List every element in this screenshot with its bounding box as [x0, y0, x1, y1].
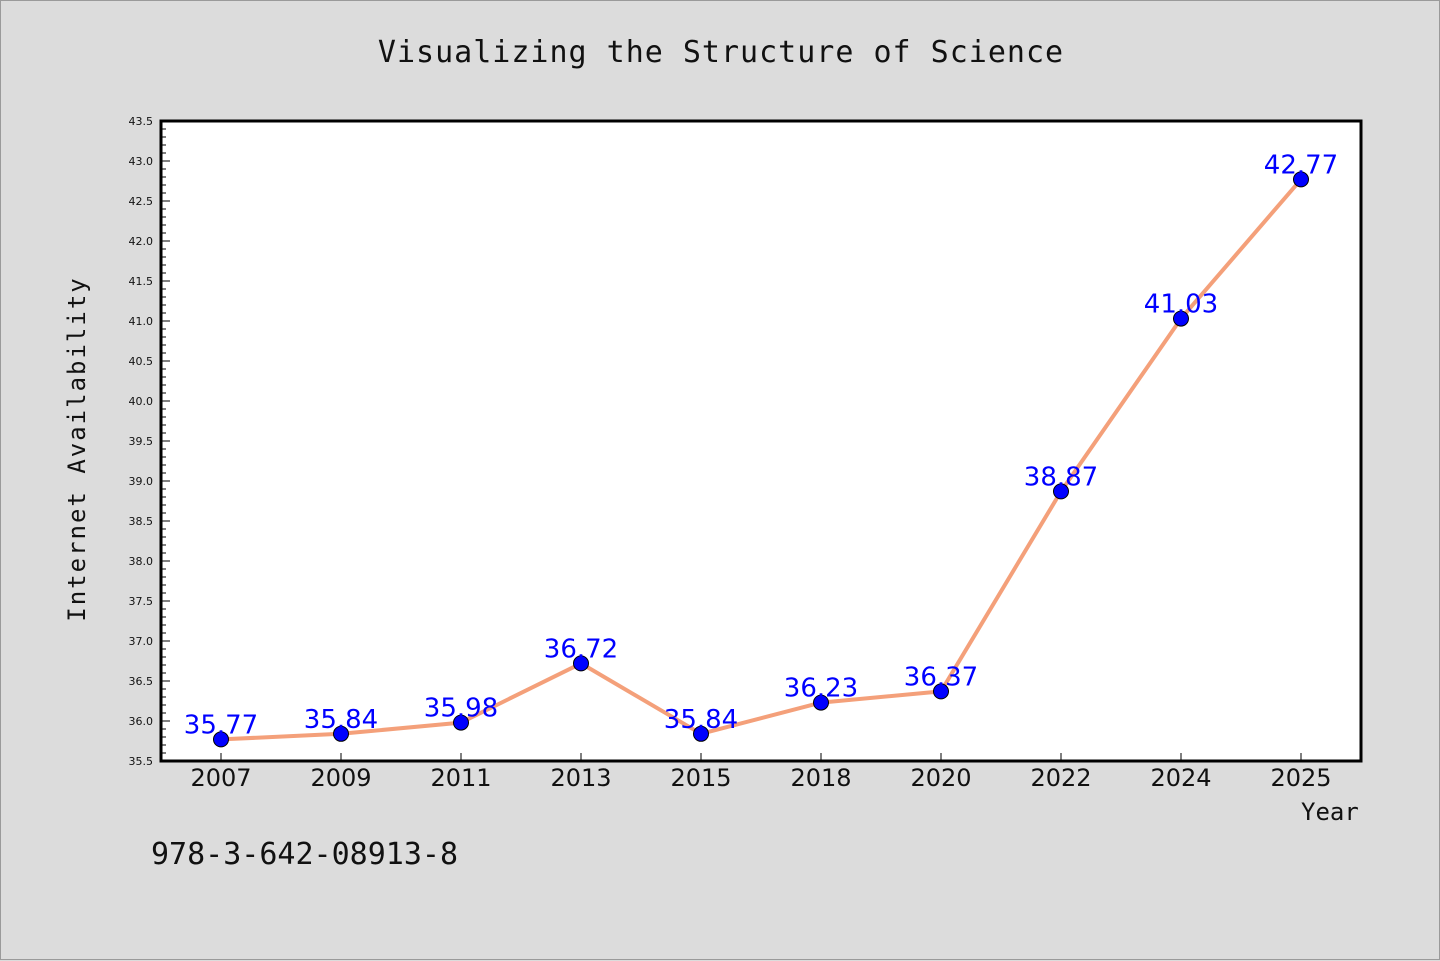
x-axis-label: Year — [1301, 798, 1359, 826]
data-label: 35.77 — [184, 710, 258, 740]
data-point — [1053, 483, 1069, 500]
y-tick-label: 43.5 — [129, 115, 154, 128]
y-tick-label: 39.0 — [129, 475, 154, 488]
data-label: 35.84 — [304, 705, 378, 735]
x-tick-label: 2022 — [1030, 764, 1091, 792]
y-tick-label: 38.5 — [129, 515, 154, 528]
y-tick-label: 37.0 — [129, 635, 154, 648]
data-point — [813, 694, 829, 711]
series-line — [219, 177, 1303, 742]
data-point — [453, 714, 469, 731]
y-tick-label: 39.5 — [129, 435, 154, 448]
y-tick-label: 42.0 — [129, 235, 154, 248]
x-tick-label: 2024 — [1150, 764, 1211, 792]
y-tick-label: 43.0 — [129, 155, 154, 168]
data-label: 35.98 — [424, 694, 498, 724]
y-tick-label: 40.5 — [129, 355, 154, 368]
data-label: 41.03 — [1144, 290, 1218, 320]
data-label: 35.84 — [664, 705, 738, 735]
data-point — [933, 683, 949, 700]
plot-area — [159, 119, 1363, 763]
y-tick-label: 36.5 — [129, 675, 154, 688]
y-tick-label: 41.5 — [129, 275, 154, 288]
data-point — [693, 725, 709, 742]
data-label: 36.72 — [544, 634, 618, 664]
data-label: 38.87 — [1024, 462, 1098, 492]
x-tick-label: 2013 — [550, 764, 611, 792]
data-point — [213, 731, 229, 748]
y-tick-label: 37.5 — [129, 595, 154, 608]
x-tick-label: 2018 — [790, 764, 851, 792]
isbn-text: 978-3-642-08913-8 — [151, 837, 459, 872]
y-axis-label: Internet Availability — [63, 276, 91, 622]
x-tick-label: 2007 — [190, 764, 251, 792]
data-label: 36.23 — [784, 674, 858, 704]
data-label: 36.37 — [904, 662, 978, 692]
y-tick-label: 38.0 — [129, 555, 154, 568]
y-tick-label: 36.0 — [129, 715, 154, 728]
x-tick-label: 2020 — [910, 764, 971, 792]
data-point — [333, 725, 349, 742]
x-tick-label: 2011 — [430, 764, 491, 792]
data-label: 42.77 — [1264, 150, 1338, 180]
data-labels: 35.77 35.84 35.98 36.72 35.84 36.23 36.37 38.87… — [184, 150, 1338, 740]
x-tick-label: 2009 — [310, 764, 371, 792]
y-tick-label: 35.5 — [129, 755, 154, 768]
x-axis: 2007 2009 2011 2013 2015 2018 2020 2022 2024 2025 — [190, 753, 1332, 792]
series-line-group — [213, 171, 1309, 748]
data-point — [573, 655, 589, 672]
data-point — [1293, 171, 1309, 188]
chart-title: Visualizing the Structure of Science — [377, 35, 1065, 70]
y-tick-label: 42.5 — [129, 195, 154, 208]
y-tick-label: 40.0 — [129, 395, 154, 408]
y-axis: 35.5 36.0 36.5 37.0 37.5 38.0 38.5 39.0 39.5 40.0… — [129, 115, 170, 768]
data-point — [1173, 310, 1189, 327]
y-tick-label: 41.0 — [129, 315, 154, 328]
x-tick-label: 2025 — [1270, 764, 1331, 792]
x-tick-label: 2015 — [670, 764, 731, 792]
